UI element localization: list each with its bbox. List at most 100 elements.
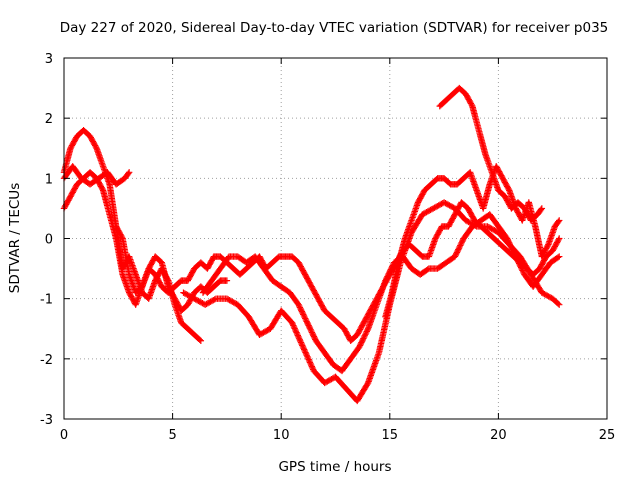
- x-tick-label: 10: [273, 428, 290, 443]
- data-point: [453, 250, 460, 257]
- data-point: [358, 339, 365, 346]
- data-point: [223, 277, 231, 284]
- x-tick-label: 15: [382, 428, 399, 443]
- data-point: [308, 329, 316, 336]
- data-point: [360, 333, 368, 341]
- y-tick-label: 3: [45, 52, 53, 67]
- data-point: [537, 206, 545, 213]
- data-point: [296, 304, 304, 311]
- data-point: [302, 349, 309, 356]
- data-point: [300, 312, 308, 319]
- data-point: [384, 273, 391, 280]
- data-point: [125, 170, 132, 177]
- y-axis-label: SDTVAR / TECUs: [7, 183, 23, 293]
- data-point: [468, 101, 475, 108]
- data-point: [453, 249, 461, 256]
- data-point: [517, 263, 524, 270]
- data-point: [457, 242, 464, 249]
- data-point: [554, 254, 562, 261]
- data-point: [472, 222, 479, 229]
- data-point: [301, 347, 309, 355]
- data-point: [296, 336, 303, 343]
- data-point: [386, 267, 394, 275]
- data-point: [309, 364, 316, 372]
- data-point: [505, 185, 512, 193]
- data-point: [289, 320, 296, 328]
- data-point: [358, 338, 366, 345]
- data-point: [303, 318, 310, 325]
- data-point: [308, 363, 316, 370]
- data-point: [299, 343, 307, 350]
- data-point: [356, 342, 364, 349]
- data-point: [556, 301, 563, 308]
- x-tick-label: 25: [599, 428, 616, 443]
- data-point: [125, 169, 133, 176]
- data-point: [304, 320, 312, 328]
- data-point: [356, 343, 363, 350]
- data-point: [294, 332, 302, 339]
- x-axis-label: GPS time / hours: [278, 459, 391, 475]
- data-point: [384, 271, 392, 279]
- data-point: [556, 217, 563, 224]
- data-point: [302, 316, 310, 324]
- y-tick-label: -3: [40, 413, 53, 428]
- data-point: [292, 328, 300, 335]
- data-point: [519, 268, 527, 276]
- data-point: [359, 336, 366, 344]
- data-point: [556, 253, 563, 260]
- data-point: [302, 315, 309, 322]
- data-point: [296, 302, 303, 310]
- y-tick-label: -1: [40, 293, 53, 308]
- data-point: [211, 296, 218, 303]
- data-points: [60, 84, 563, 405]
- data-point: [308, 327, 315, 335]
- data-point: [357, 340, 364, 348]
- data-point: [310, 332, 317, 339]
- data-point: [292, 326, 299, 334]
- data-point: [459, 238, 466, 245]
- data-point: [300, 311, 307, 318]
- data-point: [304, 354, 312, 362]
- data-point: [290, 322, 297, 329]
- data-point: [295, 335, 303, 342]
- data-point: [361, 332, 368, 339]
- data-point: [382, 276, 390, 283]
- data-point: [300, 345, 307, 352]
- data-point: [297, 305, 304, 313]
- data-point: [387, 266, 395, 273]
- series-track-5: [199, 211, 563, 375]
- data-point: [196, 336, 203, 343]
- data-point: [297, 339, 305, 346]
- data-point: [306, 323, 313, 331]
- x-tick-label: 0: [60, 428, 68, 443]
- data-point: [519, 267, 526, 274]
- data-point: [297, 337, 304, 345]
- data-point: [295, 333, 302, 341]
- data-point: [454, 247, 461, 255]
- axis-ticks: 0 5 10 15 20 25 -3 -2 -1 0 1 2 3: [40, 52, 615, 443]
- data-point: [288, 319, 296, 326]
- data-point: [388, 264, 395, 272]
- data-point: [309, 330, 316, 338]
- data-point: [310, 333, 318, 340]
- y-tick-label: -2: [40, 353, 53, 368]
- data-point: [455, 245, 463, 252]
- data-point: [455, 246, 462, 253]
- x-tick-label: 20: [490, 428, 507, 443]
- data-point: [301, 313, 308, 321]
- data-point: [544, 242, 551, 250]
- data-point: [303, 352, 310, 359]
- data-point: [555, 236, 562, 244]
- data-point: [298, 307, 305, 314]
- data-point: [306, 325, 314, 332]
- grid-lines: [64, 58, 607, 419]
- data-point: [363, 328, 370, 335]
- data-point: [99, 185, 106, 193]
- data-point: [383, 274, 390, 282]
- data-point: [518, 265, 525, 273]
- data-point: [311, 334, 318, 342]
- data-point: [388, 263, 396, 270]
- chart-title: Day 227 of 2020, Sidereal Day-to-day VTE…: [60, 20, 609, 36]
- data-point: [197, 337, 205, 344]
